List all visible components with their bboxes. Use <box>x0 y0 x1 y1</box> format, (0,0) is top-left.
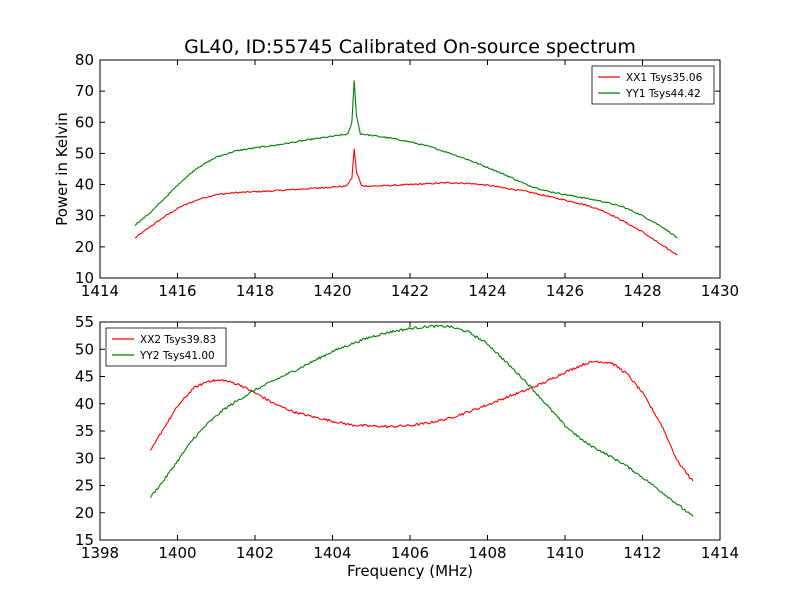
legend-entry: XX2 Tsys39.83 <box>140 334 216 346</box>
y-tick-label: 30 <box>75 207 94 225</box>
x-axis-label: Frequency (MHz) <box>347 562 473 580</box>
y-tick-label: 20 <box>75 238 94 256</box>
y-tick-label: 50 <box>75 144 94 162</box>
top-panel: 1414 1416 1418 1420 1422 1424 1426 1428 1430 10 20… <box>53 51 739 300</box>
bottom-panel: 1398 1400 1402 1404 1406 1408 1410 1412 1414 15 20… <box>75 313 739 580</box>
series-line <box>134 80 678 239</box>
x-tick-label: 1414 <box>701 544 739 562</box>
y-tick-label: 40 <box>75 176 94 194</box>
x-tick-label: 1410 <box>546 544 584 562</box>
y-tick-label: 15 <box>75 531 94 549</box>
x-tick-label: 1420 <box>313 282 351 300</box>
x-tick-label: 1418 <box>236 282 274 300</box>
y-tick-label: 70 <box>75 82 94 100</box>
figure-title: GL40, ID:55745 Calibrated On-source spec… <box>184 36 636 58</box>
x-tick-label: 1404 <box>313 544 351 562</box>
x-tick-label: 1422 <box>391 282 429 300</box>
y-tick-label: 25 <box>75 477 94 495</box>
legend-entry: XX1 Tsys35.06 <box>626 72 703 84</box>
series-line <box>149 360 694 482</box>
y-tick-label: 55 <box>75 313 94 331</box>
legend: XX2 Tsys39.83 YY2 Tsys41.00 <box>105 327 227 367</box>
x-tick-label: 1426 <box>546 282 584 300</box>
legend-entry: YY1 Tsys44.42 <box>625 88 701 100</box>
x-tick-label: 1424 <box>468 282 506 300</box>
series-line <box>134 148 678 256</box>
x-tick-label: 1414 <box>81 282 119 300</box>
y-tick-label: 45 <box>75 368 94 386</box>
x-tick-label: 1416 <box>158 282 196 300</box>
x-tick-label: 1430 <box>701 282 739 300</box>
legend-box <box>105 327 227 367</box>
legend: XX1 Tsys35.06 YY1 Tsys44.42 <box>591 65 715 105</box>
legend-box <box>591 65 715 105</box>
y-tick-label: 35 <box>75 422 94 440</box>
series-line <box>149 324 694 517</box>
legend-entry: YY2 Tsys41.00 <box>139 350 215 362</box>
x-tick-label: 1408 <box>468 544 506 562</box>
x-tick-label: 1406 <box>391 544 429 562</box>
x-tick-label: 1400 <box>158 544 196 562</box>
x-tick-label: 1428 <box>623 282 661 300</box>
y-axis-label: Power in Kelvin <box>53 112 71 226</box>
y-tick-label: 40 <box>75 395 94 413</box>
x-tick-label: 1402 <box>236 544 274 562</box>
x-tick-label: 1412 <box>623 544 661 562</box>
y-tick-label: 20 <box>75 504 94 522</box>
y-tick-label: 60 <box>75 113 94 131</box>
x-tick-label: 1398 <box>81 544 119 562</box>
y-tick-label: 50 <box>75 340 94 358</box>
y-tick-label: 80 <box>75 51 94 69</box>
y-tick-label: 10 <box>75 269 94 287</box>
y-tick-label: 30 <box>75 449 94 467</box>
